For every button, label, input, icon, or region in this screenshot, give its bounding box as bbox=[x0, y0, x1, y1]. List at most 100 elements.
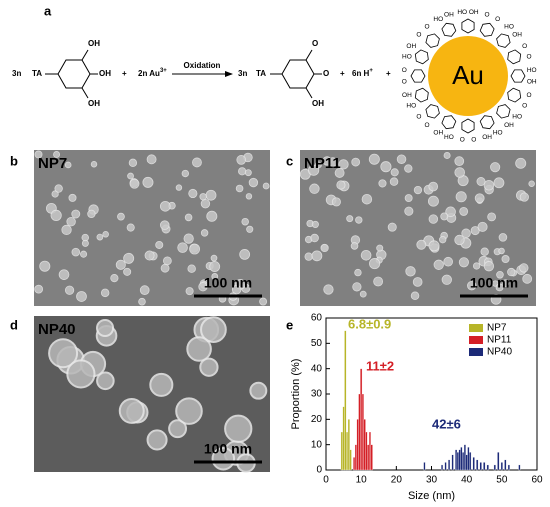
x-axis-label: Size (nm) bbox=[408, 490, 455, 502]
particle bbox=[123, 252, 135, 264]
particle bbox=[331, 197, 341, 207]
particle bbox=[480, 247, 489, 256]
ligand-ring bbox=[414, 49, 429, 65]
particle bbox=[61, 224, 72, 236]
particle bbox=[87, 209, 96, 219]
bar bbox=[356, 419, 359, 471]
particle bbox=[198, 282, 208, 292]
particle bbox=[129, 178, 140, 189]
annotation: 11±2 bbox=[366, 358, 394, 373]
ligand-group: O bbox=[424, 24, 429, 31]
image-label: NP7 bbox=[38, 155, 67, 172]
particle bbox=[404, 194, 413, 203]
particle bbox=[96, 318, 115, 338]
panel-label: b bbox=[10, 153, 18, 168]
particle bbox=[96, 233, 104, 241]
ligand-group: OH bbox=[444, 12, 454, 19]
bar bbox=[353, 457, 356, 471]
histogram: 0 10 20 30 40 50 60 0 10 20 30 40 50 60 Size (nm) Propo… bbox=[290, 313, 543, 502]
proton: 6n H+ bbox=[352, 68, 373, 79]
ligand-group: HO bbox=[433, 16, 443, 23]
bar bbox=[486, 464, 489, 471]
particle bbox=[209, 261, 221, 272]
particle bbox=[346, 215, 354, 223]
bar bbox=[363, 419, 366, 471]
substituent: OH bbox=[88, 99, 100, 108]
bar bbox=[342, 406, 345, 471]
particle bbox=[439, 235, 447, 244]
panel-label: e bbox=[286, 317, 293, 332]
x-tick-label: 30 bbox=[426, 475, 438, 486]
particle bbox=[404, 206, 414, 216]
scale-label: 100 nm bbox=[204, 275, 252, 291]
bar bbox=[367, 444, 370, 471]
particle bbox=[126, 223, 135, 232]
particle bbox=[334, 168, 345, 178]
ligand-group: O bbox=[522, 43, 527, 50]
bar bbox=[344, 330, 347, 471]
particle bbox=[244, 169, 252, 177]
particle bbox=[309, 183, 320, 194]
particle bbox=[168, 419, 188, 439]
bar bbox=[504, 459, 507, 471]
ligand-group: O bbox=[522, 102, 527, 109]
particle bbox=[181, 169, 189, 178]
particle bbox=[53, 151, 61, 158]
ligand-group: O bbox=[402, 78, 407, 85]
particle bbox=[387, 222, 397, 232]
sem-image bbox=[34, 150, 270, 306]
particle bbox=[338, 159, 349, 170]
particle bbox=[110, 274, 119, 283]
particle bbox=[184, 213, 193, 222]
particle bbox=[427, 195, 439, 207]
particle bbox=[231, 284, 242, 295]
bar bbox=[358, 393, 361, 471]
y-tick-label: 20 bbox=[311, 414, 323, 425]
particle bbox=[50, 209, 62, 221]
bar bbox=[354, 444, 357, 471]
ligand-group: HO bbox=[504, 24, 514, 31]
particle bbox=[360, 249, 372, 261]
scale-label: 100 nm bbox=[470, 275, 518, 291]
particle bbox=[396, 154, 407, 164]
plus: + bbox=[122, 69, 127, 78]
particle bbox=[336, 180, 346, 190]
particle bbox=[200, 229, 209, 237]
particle bbox=[351, 157, 361, 167]
particle bbox=[378, 179, 387, 188]
particle bbox=[205, 189, 217, 201]
particle bbox=[373, 276, 384, 287]
particle bbox=[185, 287, 194, 296]
bar bbox=[507, 464, 510, 471]
particle bbox=[304, 252, 313, 261]
particle bbox=[241, 217, 249, 226]
ligand-group: OH bbox=[469, 9, 479, 16]
ligand-group: OH bbox=[482, 134, 492, 141]
legend-swatch bbox=[469, 348, 483, 356]
ligand-ring bbox=[414, 87, 429, 103]
particle bbox=[224, 414, 253, 443]
ligand-group: HO bbox=[444, 134, 454, 141]
particle bbox=[474, 193, 485, 204]
particle bbox=[473, 262, 481, 270]
ligand-group: O bbox=[416, 32, 421, 39]
ligand-group: O bbox=[416, 114, 421, 121]
ligand-group: HO bbox=[457, 9, 467, 16]
particle bbox=[186, 336, 212, 362]
particle bbox=[476, 177, 486, 186]
ligand-group: O bbox=[495, 16, 500, 23]
particle bbox=[149, 372, 174, 397]
bar bbox=[349, 449, 352, 471]
bar bbox=[347, 419, 350, 471]
particle bbox=[144, 250, 155, 261]
ligand-ring bbox=[479, 115, 495, 130]
particle bbox=[160, 220, 170, 230]
substituent: O bbox=[323, 69, 329, 78]
particle bbox=[441, 274, 452, 285]
particle bbox=[39, 260, 51, 272]
particle bbox=[454, 234, 465, 246]
panel-label: d bbox=[10, 317, 18, 332]
bar bbox=[340, 431, 343, 471]
ligand-group: O bbox=[424, 122, 429, 129]
particle bbox=[239, 249, 251, 260]
